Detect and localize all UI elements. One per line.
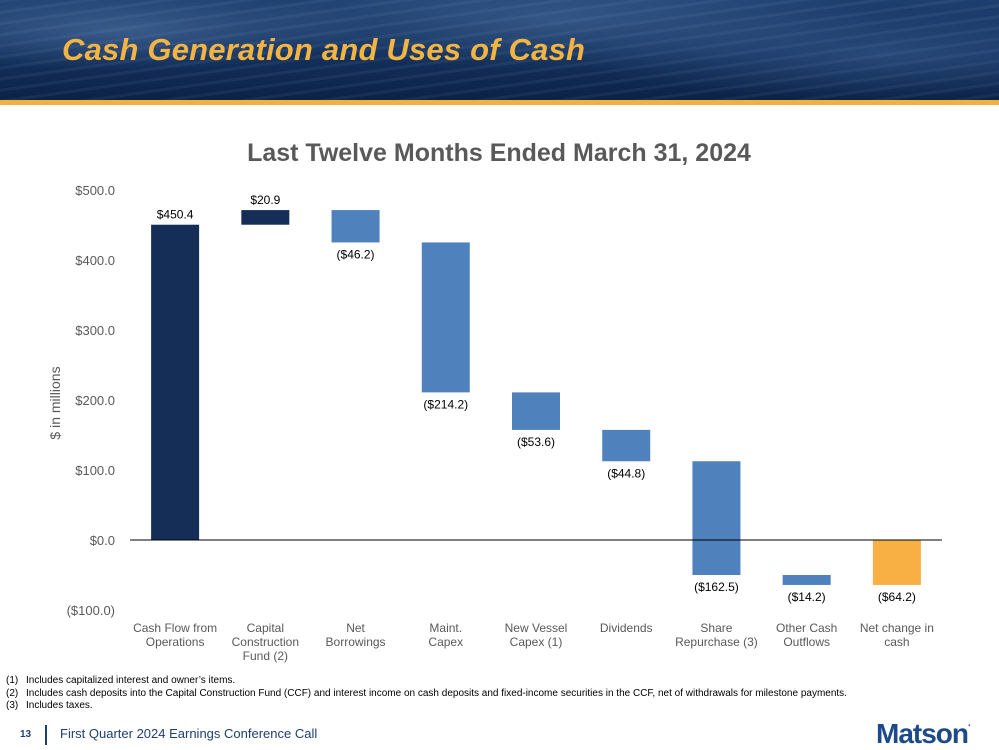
bar-4 — [512, 392, 560, 430]
x-tick-label-line: Maint. — [429, 621, 462, 635]
data-label: $450.4 — [157, 208, 194, 222]
bar-8 — [872, 540, 921, 585]
bar-5 — [602, 429, 651, 462]
bar-2 — [331, 210, 380, 243]
data-label: ($162.5) — [694, 580, 739, 594]
bar-3 — [421, 242, 470, 393]
bars-group — [151, 210, 921, 585]
bar-1 — [241, 210, 290, 225]
x-tick-label: Maint. Capex — [428, 621, 463, 649]
x-tick-label: New Vessel Capex (1) — [505, 621, 568, 649]
data-label: ($14.2) — [788, 590, 826, 604]
matson-logo: Matson. — [876, 718, 971, 749]
chart-canvas: Last Twelve Months Ended March 31, 2024 … — [47, 139, 942, 663]
footnote-1: (1) Includes capitalized interest and own… — [6, 675, 236, 686]
footnotes: (1) Includes capitalized interest and own… — [6, 675, 996, 713]
data-label: ($53.6) — [517, 435, 555, 449]
waterfall-chart: Last Twelve Months Ended March 31, 2024 … — [0, 120, 999, 665]
slide-footer: 13 First Quarter 2024 Earnings Conferenc… — [0, 718, 999, 750]
x-tick-label: Other Cash Outflows — [776, 621, 837, 649]
slide-title: Cash Generation and Uses of Cash — [62, 32, 586, 67]
y-tick-label: $0.0 — [90, 533, 115, 548]
banner-accent-rule — [0, 100, 999, 105]
x-tick-label-line: Repurchase (3) — [675, 635, 758, 649]
x-tick-label-line: Fund (2) — [243, 649, 288, 663]
bar-0 — [151, 224, 200, 540]
bar-7 — [782, 575, 831, 585]
data-label: ($214.2) — [423, 397, 468, 411]
footnote-3: (3) Includes taxes. — [6, 700, 93, 711]
x-tick-label-line: Outflows — [783, 635, 830, 649]
x-tick-label-line: Other Cash — [776, 621, 837, 635]
footer-title: First Quarter 2024 Earnings Conference C… — [60, 726, 318, 741]
footnote-2: (2) Includes cash deposits into the Capit… — [6, 687, 847, 699]
x-tick-label-line: Dividends — [600, 621, 653, 635]
y-tick-label: $300.0 — [75, 323, 115, 338]
y-axis-title: $ in millions — [47, 366, 63, 439]
bar-6 — [692, 461, 741, 575]
x-tick-label-line: Net — [346, 621, 365, 635]
x-tick-label-line: Net change in — [860, 621, 934, 635]
x-tick-label-line: Share — [700, 621, 732, 635]
x-tick-label-line: Capital — [247, 621, 284, 635]
chart-title: Last Twelve Months Ended March 31, 2024 — [247, 139, 751, 167]
y-tick-label: $400.0 — [75, 253, 115, 268]
x-tick-label: Share Repurchase (3) — [675, 621, 758, 649]
data-labels-group: $450.4 $20.9 ($46.2) ($214.2) ($53.6) ($44.8)… — [157, 193, 916, 604]
x-tick-label-line: Borrowings — [326, 635, 386, 649]
x-tick-label: Capital Construction Fund (2) — [232, 621, 299, 663]
y-tick-label: $500.0 — [75, 183, 115, 198]
x-tick-label: Net Borrowings — [326, 621, 386, 649]
x-tick-label-line: Cash Flow from — [133, 621, 217, 635]
footer-divider — [45, 725, 47, 745]
y-tick-label: ($100.0) — [67, 603, 115, 618]
data-label: ($46.2) — [337, 247, 375, 261]
x-tick-label: Cash Flow from Operations — [133, 621, 217, 649]
y-tick-label: $200.0 — [75, 393, 115, 408]
x-axis-labels: Cash Flow from Operations Capital Construct… — [133, 621, 934, 663]
title-banner — [0, 0, 999, 102]
y-tick-label: $100.0 — [75, 463, 115, 478]
page-number: 13 — [20, 729, 32, 740]
x-tick-label-line: cash — [884, 635, 909, 649]
x-tick-label: Dividends — [600, 621, 653, 635]
data-label: ($64.2) — [878, 590, 916, 604]
data-label: ($44.8) — [607, 466, 645, 480]
x-tick-label-line: Capex — [428, 635, 463, 649]
x-tick-label-line: Construction — [232, 635, 299, 649]
x-tick-label-line: Operations — [146, 635, 205, 649]
x-tick-label-line: Capex (1) — [510, 635, 563, 649]
data-label: $20.9 — [250, 193, 280, 207]
x-tick-label: Net change in cash — [860, 621, 934, 649]
x-tick-label-line: New Vessel — [505, 621, 568, 635]
y-axis-ticks: $500.0 $400.0 $300.0 $200.0 $100.0 $0.0 ($100.… — [67, 183, 115, 618]
